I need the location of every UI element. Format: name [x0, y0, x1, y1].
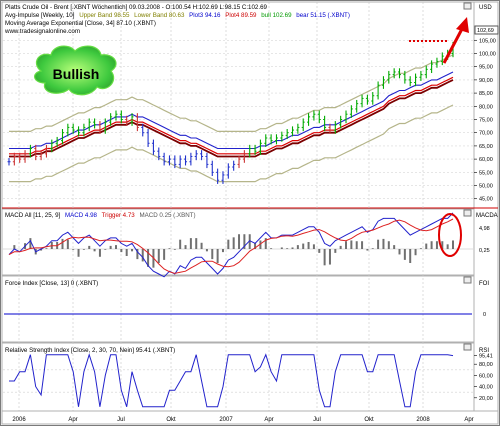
macd-title-text: MACD All [11, 25, 9] — [5, 212, 61, 219]
legend-upper-band: Upper Band 98.55 — [79, 12, 130, 19]
price-tick-label: 80,00 — [479, 104, 493, 110]
macd-tick-2: 0,25 — [479, 248, 490, 254]
force-title: Force Index [Close, 13] 0 (.XBNT) — [5, 280, 98, 287]
price-tick-label: 65,00 — [479, 144, 493, 150]
x-axis-label: 2006 — [12, 417, 26, 423]
x-axis-labels: 2006 Apr Jul Okt 2007 Apr Jul Okt 2008 Apr — [12, 417, 473, 423]
price-bars — [7, 41, 455, 184]
panel-close-icon[interactable] — [463, 276, 472, 284]
legend-lower-band: Lower Band 80.63 — [134, 12, 185, 19]
legend-plot4: Plot4 89.59 — [225, 12, 257, 19]
macd-line-legend: MACD 4.98 — [65, 212, 98, 219]
price-tick-label: 60,00 — [479, 157, 493, 163]
price-tick-label: 85,00 — [479, 91, 493, 97]
price-tick-label: 75,00 — [479, 118, 493, 124]
legend-line-1: Platts Crude Oil - Brent [.XBNT Wöchentl… — [5, 4, 268, 11]
x-axis-label: 2007 — [219, 417, 233, 423]
x-axis-label: Apr — [464, 417, 473, 423]
vertical-gridlines — [18, 2, 424, 411]
rsi-tick-label: 80,00 — [479, 362, 493, 368]
rsi-series — [3, 353, 473, 408]
x-axis-label: 2008 — [416, 417, 430, 423]
bullish-arrow-head — [456, 17, 469, 33]
panel-menu-icon[interactable] — [463, 2, 472, 10]
price-tick-label: 55,00 — [479, 170, 493, 176]
macd-trigger-line — [8, 218, 454, 274]
plot4-line — [9, 76, 454, 155]
force-tick-1: 0 — [483, 312, 486, 318]
lower-band-line — [9, 104, 454, 183]
macd-title: MACD All [11, 25, 9] MACD 4.98 Trigger 4… — [5, 212, 196, 219]
macd-unit-label: MACDA — [476, 213, 498, 219]
rsi-axis-ticks: 95,41 80,00 60,00 40,00 20,00 — [474, 354, 493, 402]
legend-line-4: www.tradesignalonline.com — [4, 28, 80, 35]
force-unit-label: FOI — [479, 281, 489, 287]
rsi-tick-label: 60,00 — [479, 373, 493, 379]
bullish-arrow-shaft — [442, 26, 465, 64]
ema-line — [9, 79, 454, 158]
rsi-tick-label: 40,00 — [479, 385, 493, 391]
bullish-label: Bullish — [53, 66, 100, 82]
macd-tick-1: 4,98 — [479, 226, 490, 232]
macd-hist-legend: MACD 0.25 (.XBNT) — [139, 212, 195, 219]
force-panel-frame — [1, 275, 475, 343]
last-price-label: 102,69 — [477, 28, 494, 34]
macd-line — [8, 212, 454, 278]
price-panel-frame — [1, 1, 475, 209]
legend-avg-impulse: Avg-Impulse [Weekly, 10] — [5, 12, 75, 19]
panel-close-icon[interactable] — [463, 343, 472, 351]
x-axis-label: Okt — [166, 417, 176, 423]
price-tick-label: 100,00 — [479, 51, 496, 57]
x-axis-label: Apr — [68, 417, 77, 423]
plot3-line — [9, 71, 454, 150]
panel-close-icon[interactable] — [463, 209, 472, 217]
upper-band-line — [9, 54, 454, 132]
price-tick-label: 70,00 — [479, 131, 493, 137]
macd-trigger-legend: Trigger 4.73 — [102, 212, 136, 219]
price-tick-label: 95,00 — [479, 65, 493, 71]
x-axis-label: Okt — [364, 417, 374, 423]
rsi-line — [9, 353, 454, 408]
rsi-tick-label: 95,41 — [479, 354, 493, 360]
last-price-badge — [474, 25, 499, 35]
macd-highlight-circle — [438, 213, 462, 257]
legend-plot3: Plot3 94.16 — [189, 12, 221, 19]
x-axis-label: Jul — [117, 417, 125, 423]
x-axis-label: Apr — [264, 417, 273, 423]
x-axis-bar — [1, 410, 499, 425]
window-controls[interactable] — [463, 2, 472, 351]
legend-line-3: Moving Average Exponential [Close, 34] 8… — [5, 20, 156, 27]
legend-line-2: Avg-Impulse [Weekly, 10] Upper Band 98.5… — [5, 12, 350, 19]
price-unit-label: USD — [479, 5, 492, 11]
macd-series — [3, 212, 473, 278]
price-tick-label: 90,00 — [479, 78, 493, 84]
legend-bull: bull 102.69 — [261, 12, 292, 19]
legend-bear: bear 51.15 (.XBNT) — [296, 12, 350, 19]
x-axis-label: Jul — [313, 417, 321, 423]
price-tick-label: 50,00 — [479, 184, 493, 190]
bullish-cloud: Bullish — [34, 45, 117, 96]
price-bands — [9, 54, 454, 183]
price-tick-label: 105,00 — [479, 38, 496, 44]
rsi-title: Relative Strength Index [Close, 2, 30, 7… — [5, 347, 175, 354]
rsi-unit-label: RSI — [479, 348, 489, 354]
price-tick-label: 45,00 — [479, 197, 493, 203]
price-axis-ticks: 105,00 100,00 95,00 90,00 85,00 80,00 75,00 70,… — [474, 38, 496, 203]
rsi-tick-label: 20,00 — [479, 396, 493, 402]
